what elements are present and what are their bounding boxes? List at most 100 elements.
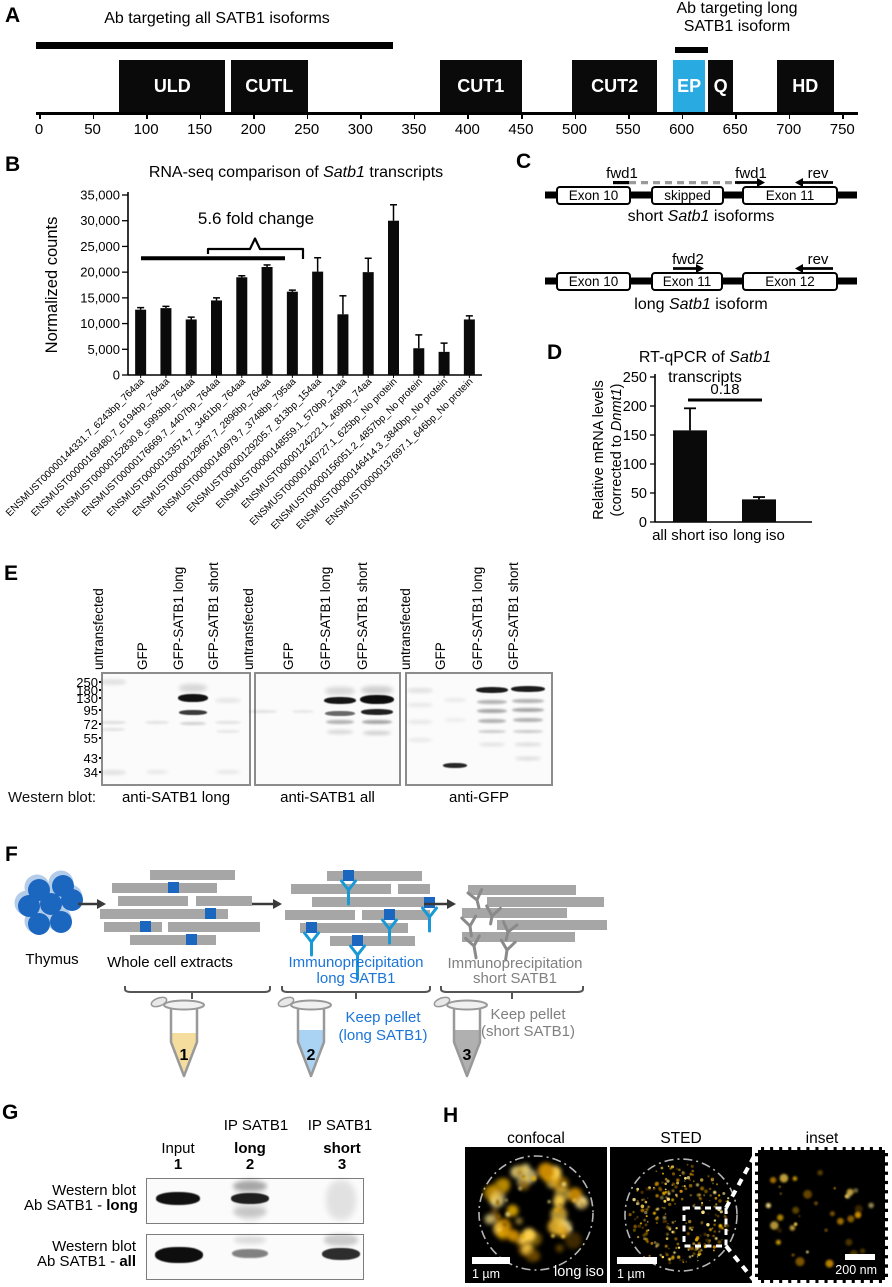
- signal-dot: [640, 1198, 644, 1202]
- blot-band: [231, 1192, 269, 1204]
- signal-dot: [833, 1187, 836, 1190]
- axis-tick-label: 50: [84, 121, 101, 138]
- signal-dot: [825, 1259, 834, 1268]
- protein-bar: [327, 871, 422, 881]
- signal-dot: [652, 1187, 656, 1191]
- blot-band: [478, 729, 506, 733]
- protein-bar: [168, 922, 260, 932]
- blot-band: [477, 700, 507, 704]
- row1-bold: long: [106, 1197, 138, 1214]
- tube-cap-tab: [433, 996, 451, 1008]
- exon-label: skipped: [664, 188, 711, 203]
- signal-dot: [669, 1167, 672, 1170]
- marker-label: 95: [83, 703, 98, 718]
- axis-tick: [681, 112, 684, 119]
- lane-label: GFP: [135, 642, 150, 670]
- tube-liquid: [454, 1030, 480, 1076]
- signal-dot: [792, 1206, 800, 1214]
- axis-tick: [628, 112, 630, 119]
- blot-band: [249, 709, 277, 713]
- blot-band: [216, 729, 240, 733]
- signal-dot: [662, 1191, 666, 1196]
- bar: [673, 430, 707, 522]
- inset-render: [758, 1150, 885, 1280]
- inset-title: inset: [805, 1130, 839, 1147]
- signal-dot: [665, 1196, 668, 1199]
- exon-box: [742, 272, 838, 291]
- exon-label: Exon 11: [663, 274, 712, 289]
- zoom-region-box: [682, 1206, 728, 1248]
- signal-dot: [636, 1201, 640, 1206]
- primer-arrowhead-left: [795, 178, 803, 187]
- signal-dot: [676, 1181, 680, 1185]
- domain-cutl: CUTL: [230, 60, 308, 112]
- marker-label: 43: [83, 751, 98, 766]
- signal-dot: [712, 1245, 717, 1249]
- tube-cap-tab: [150, 996, 168, 1008]
- signal-dot: [650, 1241, 654, 1245]
- signal-dot: [824, 1228, 828, 1232]
- signal-dot: [711, 1227, 714, 1230]
- signal-dot: [793, 1222, 798, 1227]
- signal-dot: [647, 1229, 650, 1231]
- signal-dot: [722, 1227, 725, 1230]
- domain-ep: EP: [673, 60, 706, 112]
- signal-dot: [640, 1222, 643, 1225]
- satb1-epitope: [424, 897, 435, 908]
- signal-dot: [697, 1250, 701, 1254]
- signal-dot: [707, 1241, 711, 1245]
- signal-dot: [722, 1192, 726, 1195]
- signal-dot: [868, 1202, 874, 1209]
- exon-box: [556, 186, 631, 205]
- signal-dot: [817, 1170, 823, 1176]
- primer-arrowhead-right: [696, 264, 704, 273]
- ab-long-label: Ab targeting long SATB1 isoform: [677, 0, 798, 36]
- blot-band: [179, 709, 207, 715]
- signal-dot: [652, 1211, 656, 1215]
- dot-layer: [495, 1174, 577, 1239]
- bg: [758, 1150, 885, 1280]
- blot-band: [513, 729, 543, 733]
- signal-dot: [672, 1182, 675, 1186]
- signal-dot: [713, 1205, 716, 1208]
- signal-dot: [688, 1255, 692, 1258]
- signal-dot: [847, 1215, 855, 1223]
- protein-bar: [150, 870, 235, 880]
- signal-dot: [567, 1226, 573, 1232]
- axis-tick-label: 100: [133, 121, 159, 138]
- signal-dot: [699, 1253, 702, 1256]
- signal-dot: [701, 1201, 704, 1205]
- protein-bar: [196, 896, 252, 906]
- col-header-short: short: [323, 1140, 361, 1157]
- axis-tick: [39, 112, 41, 119]
- bar: [286, 291, 298, 375]
- signal-dot: [707, 1212, 709, 1215]
- antibody-y: [501, 920, 519, 942]
- marker-label: 55: [83, 731, 98, 746]
- col-number-3: 3: [337, 1156, 347, 1173]
- antibody-icon: [381, 918, 398, 945]
- signal-dot: [644, 1237, 648, 1241]
- y-axis-label: Normalized counts: [43, 217, 61, 354]
- signal-dot: [579, 1201, 586, 1208]
- axis-tick: [520, 112, 523, 119]
- signal-dot: [714, 1237, 718, 1240]
- significance-value: 0.18: [710, 381, 739, 398]
- blot-band: [179, 684, 207, 692]
- y-axis-label-line1: Relative mRNA levels: [591, 380, 607, 519]
- signal-dot: [703, 1232, 707, 1236]
- blot-antibody-caption: anti-SATB1 long: [121, 789, 231, 806]
- antibody-icon: [421, 906, 438, 933]
- signal-dot: [645, 1208, 649, 1212]
- signal-dot: [572, 1198, 577, 1203]
- blot-band: [145, 720, 169, 724]
- primer-label-rev1: rev: [808, 165, 829, 182]
- signal-dot: [690, 1228, 694, 1231]
- panel-label-a: A: [5, 4, 21, 27]
- marker-label: 180: [76, 683, 98, 698]
- axis-tick-label: 700: [776, 121, 802, 138]
- signal-dot: [664, 1177, 668, 1181]
- bar: [261, 267, 273, 375]
- signal-dot: [646, 1240, 649, 1243]
- signal-dot: [666, 1179, 670, 1183]
